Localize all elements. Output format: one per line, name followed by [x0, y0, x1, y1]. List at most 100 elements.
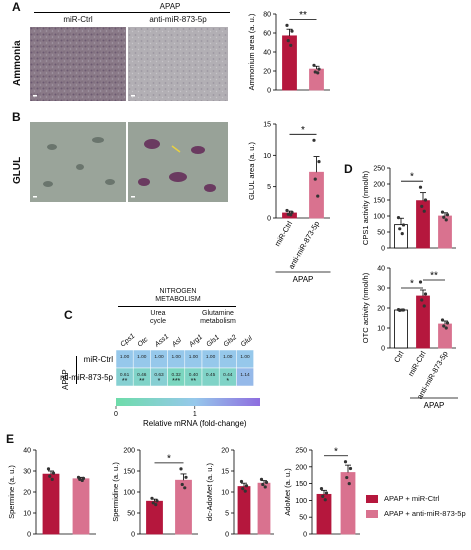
- y-tick-label: 30: [23, 469, 31, 476]
- data-point: [321, 494, 325, 498]
- data-point: [445, 213, 450, 217]
- data-point: [345, 475, 349, 480]
- y-tick-label: 5: [267, 184, 271, 191]
- x-tick-label: miR-Ctrl: [406, 349, 428, 378]
- y-tick-label: 10: [377, 326, 385, 333]
- bar: [72, 478, 90, 535]
- y-tick-label: 20: [377, 306, 385, 313]
- heatmap-cell-value: 1.00: [189, 354, 199, 360]
- data-point: [444, 218, 448, 222]
- bar: [416, 200, 430, 249]
- y-axis-label: Ammonium area (a. u.): [247, 13, 256, 90]
- bar: [340, 472, 356, 535]
- data-point: [398, 227, 402, 231]
- data-point: [243, 489, 247, 493]
- data-point: [400, 308, 404, 312]
- heatmap-column-label: Ass1: [153, 333, 170, 349]
- y-tick-label: 40: [23, 448, 31, 455]
- apap-side-line: [76, 356, 77, 384]
- heatmap-cell-value: 0.63: [154, 372, 164, 378]
- heatmap-chart: Cps1 Otc Ass1 Asl Arg1 Gls1 Gls2 Glul miR-Ctrl 1.…: [60, 333, 260, 428]
- row-label-glul: GLUL: [12, 156, 23, 184]
- data-point: [78, 477, 82, 481]
- heatmap-cell-stars: **: [191, 378, 197, 385]
- y-tick-label: 250: [295, 448, 307, 455]
- data-point: [442, 324, 446, 328]
- panel-c-letter: C: [64, 308, 73, 322]
- heatmap-row-label: anti-miR-873-5p: [60, 373, 114, 382]
- y-tick-label: 50: [127, 511, 135, 518]
- data-point: [400, 232, 404, 236]
- y-axis-label: AdoMet (a. u.): [283, 468, 292, 516]
- panel-e-letter: E: [6, 432, 15, 446]
- significance-label: *: [410, 279, 414, 290]
- data-point: [423, 198, 428, 202]
- data-point: [241, 487, 245, 491]
- data-point: [319, 487, 324, 491]
- y-tick-label: 10: [23, 511, 31, 518]
- data-point: [290, 29, 294, 33]
- y-tick-label: 0: [267, 216, 271, 223]
- panel-a-letter: A: [12, 0, 21, 14]
- y-tick-label: 40: [263, 50, 271, 57]
- group-label: APAP: [293, 275, 314, 284]
- data-point: [323, 498, 327, 502]
- data-point: [401, 223, 406, 227]
- y-tick-label: 0: [27, 532, 31, 539]
- data-point: [418, 280, 423, 284]
- y-tick-label: 40: [377, 266, 385, 273]
- data-point: [239, 479, 244, 484]
- data-point: [263, 485, 267, 489]
- bar: [282, 35, 297, 91]
- heatmap-cell-value: 0.45: [206, 372, 216, 378]
- y-axis-label: Spermidine (a. u.): [111, 462, 120, 522]
- data-point: [444, 326, 448, 330]
- y-tick-label: 100: [123, 490, 135, 497]
- significance-label: *: [167, 453, 171, 464]
- data-point: [396, 216, 401, 220]
- data-point: [155, 499, 159, 503]
- y-tick-label: 0: [267, 88, 271, 95]
- heatmap-cell-value: 1.00: [137, 354, 147, 360]
- bar: [146, 500, 163, 535]
- heatmap-cell-stars: ***: [172, 378, 180, 385]
- data-point: [440, 318, 445, 322]
- heatmap-cell: [236, 367, 254, 387]
- dcadomet-bar-chart: 0 5 10 15 20 dc-AdoMet (a. u.): [205, 448, 274, 539]
- y-tick-label: 80: [263, 12, 271, 19]
- y-tick-label: 15: [263, 122, 271, 129]
- heatmap-cell-value: 0.61: [120, 372, 130, 378]
- ammonium-bar-chart: 0 20 40 60 80 Ammonium area (a. u.) **: [247, 10, 330, 95]
- data-point: [422, 209, 426, 213]
- data-point: [46, 467, 51, 471]
- data-point: [440, 210, 445, 214]
- y-tick-label: 15: [221, 469, 229, 476]
- data-point: [398, 308, 402, 312]
- heatmap-column-label: Arg1: [187, 334, 204, 350]
- significance-label: *: [334, 446, 338, 457]
- data-point: [179, 467, 183, 471]
- data-point: [317, 160, 321, 164]
- col-label-mir-ctrl: miR-Ctrl: [63, 15, 93, 24]
- heatmap-cell-stars: **: [122, 378, 128, 385]
- data-point: [324, 491, 329, 495]
- data-point: [445, 321, 450, 325]
- y-tick-label: 10: [221, 490, 229, 497]
- data-point: [259, 477, 264, 481]
- data-point: [285, 208, 289, 213]
- heatmap-cell-stars: **: [139, 378, 145, 385]
- data-point: [343, 460, 348, 464]
- data-point: [316, 71, 320, 75]
- bar: [257, 482, 271, 535]
- y-tick-label: 0: [131, 532, 135, 539]
- data-point: [286, 39, 290, 43]
- y-tick-label: 150: [123, 469, 135, 476]
- heatmap-cell-value: 1.00: [172, 354, 182, 360]
- y-tick-label: 30: [377, 286, 385, 293]
- colorbar-label: Relative mRNA (fold-change): [143, 419, 247, 428]
- data-point: [184, 475, 188, 479]
- data-point: [150, 496, 154, 500]
- data-point: [420, 298, 424, 302]
- y-tick-label: 0: [303, 532, 307, 539]
